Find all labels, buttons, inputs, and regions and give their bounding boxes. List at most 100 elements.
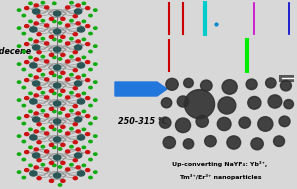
Circle shape [53, 2, 56, 5]
Circle shape [33, 81, 40, 86]
Circle shape [45, 132, 49, 135]
Circle shape [49, 143, 53, 146]
Circle shape [45, 150, 49, 153]
Circle shape [89, 158, 92, 161]
Circle shape [34, 76, 38, 79]
Circle shape [45, 6, 49, 9]
Circle shape [94, 81, 97, 83]
Circle shape [33, 117, 40, 122]
Circle shape [70, 19, 73, 22]
Circle shape [89, 68, 92, 71]
Circle shape [17, 153, 21, 155]
Circle shape [73, 159, 78, 162]
Circle shape [17, 27, 21, 29]
Circle shape [61, 17, 65, 20]
Circle shape [49, 161, 53, 164]
Circle shape [53, 74, 56, 77]
Circle shape [41, 74, 45, 76]
Circle shape [66, 132, 70, 135]
Circle shape [58, 130, 62, 132]
Circle shape [41, 109, 45, 112]
Circle shape [17, 99, 21, 101]
Circle shape [53, 137, 61, 142]
Circle shape [37, 15, 41, 18]
Circle shape [25, 79, 29, 82]
Circle shape [22, 122, 26, 125]
Circle shape [58, 94, 62, 96]
Circle shape [76, 130, 80, 133]
Circle shape [45, 168, 49, 171]
Circle shape [17, 171, 21, 173]
Circle shape [22, 32, 26, 35]
Circle shape [200, 80, 212, 91]
Circle shape [61, 35, 65, 38]
Circle shape [53, 146, 56, 149]
Circle shape [73, 141, 78, 144]
Circle shape [22, 176, 26, 179]
Circle shape [22, 86, 26, 89]
Circle shape [76, 40, 80, 43]
Circle shape [70, 146, 73, 148]
Circle shape [49, 53, 53, 56]
Circle shape [75, 153, 82, 158]
Circle shape [29, 92, 32, 94]
Circle shape [73, 87, 78, 90]
Text: Up-converting NaYF₄: Yb³⁺,: Up-converting NaYF₄: Yb³⁺, [172, 161, 268, 167]
Circle shape [25, 61, 29, 64]
Circle shape [17, 135, 21, 137]
Circle shape [239, 117, 250, 128]
Circle shape [82, 164, 86, 167]
Circle shape [37, 51, 41, 54]
Circle shape [86, 25, 90, 28]
Circle shape [33, 153, 40, 158]
Circle shape [61, 107, 65, 110]
Circle shape [82, 110, 86, 113]
Circle shape [184, 90, 214, 119]
Circle shape [274, 136, 285, 146]
Circle shape [33, 9, 40, 14]
Circle shape [183, 139, 194, 149]
Circle shape [66, 78, 70, 81]
Circle shape [86, 169, 90, 172]
Circle shape [22, 14, 26, 17]
Circle shape [34, 58, 38, 61]
Circle shape [70, 128, 73, 130]
Circle shape [37, 69, 41, 72]
Circle shape [29, 20, 32, 23]
Circle shape [82, 2, 86, 5]
Circle shape [89, 140, 92, 143]
Circle shape [22, 104, 26, 107]
Circle shape [166, 78, 178, 90]
Circle shape [37, 105, 41, 108]
Circle shape [41, 56, 45, 58]
Circle shape [33, 45, 40, 50]
Circle shape [49, 179, 53, 182]
Circle shape [37, 33, 41, 36]
Circle shape [34, 148, 38, 151]
Circle shape [86, 133, 90, 136]
Circle shape [176, 118, 191, 133]
Circle shape [41, 2, 45, 4]
Circle shape [41, 37, 45, 40]
Circle shape [34, 22, 38, 25]
Circle shape [53, 110, 56, 113]
Circle shape [53, 20, 56, 23]
Circle shape [89, 32, 92, 35]
Circle shape [29, 38, 32, 41]
Circle shape [217, 117, 231, 131]
Circle shape [82, 56, 86, 59]
Circle shape [73, 15, 78, 18]
Circle shape [53, 119, 61, 124]
Circle shape [58, 148, 62, 150]
Circle shape [82, 20, 86, 23]
Circle shape [58, 40, 62, 42]
Circle shape [53, 11, 61, 16]
Circle shape [66, 114, 70, 117]
Circle shape [22, 50, 26, 53]
Circle shape [78, 135, 85, 140]
Circle shape [53, 38, 56, 41]
Circle shape [25, 97, 29, 100]
Circle shape [76, 148, 80, 151]
Circle shape [248, 96, 261, 109]
Circle shape [53, 128, 56, 131]
